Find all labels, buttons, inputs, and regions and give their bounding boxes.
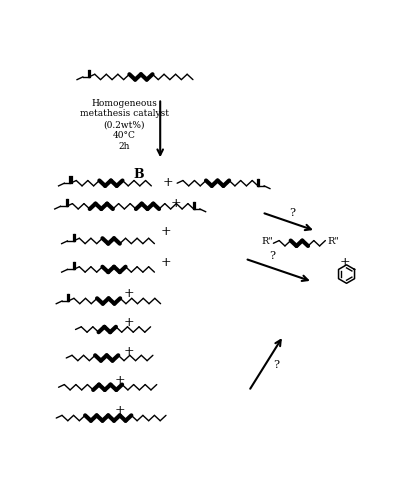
Text: +: + [115, 374, 125, 387]
Text: metathesis catalyst: metathesis catalyst [79, 110, 169, 118]
Text: ?: ? [273, 360, 279, 370]
Text: +: + [170, 197, 181, 210]
Text: B: B [133, 168, 144, 181]
Text: 2h: 2h [118, 142, 130, 150]
Text: +: + [161, 256, 172, 270]
Text: R": R" [327, 237, 339, 246]
Text: R": R" [262, 237, 274, 246]
Text: +: + [161, 225, 172, 238]
Text: ?: ? [269, 251, 275, 261]
Text: (0.2wt%): (0.2wt%) [103, 120, 145, 129]
Text: +: + [124, 316, 135, 330]
Text: +: + [339, 256, 350, 268]
Text: +: + [163, 176, 173, 188]
Text: Homogeneous: Homogeneous [91, 98, 157, 108]
Text: +: + [124, 287, 135, 300]
Text: ?: ? [290, 208, 296, 218]
Text: +: + [115, 404, 125, 417]
Text: 40°C: 40°C [113, 131, 136, 140]
Text: +: + [124, 345, 135, 358]
